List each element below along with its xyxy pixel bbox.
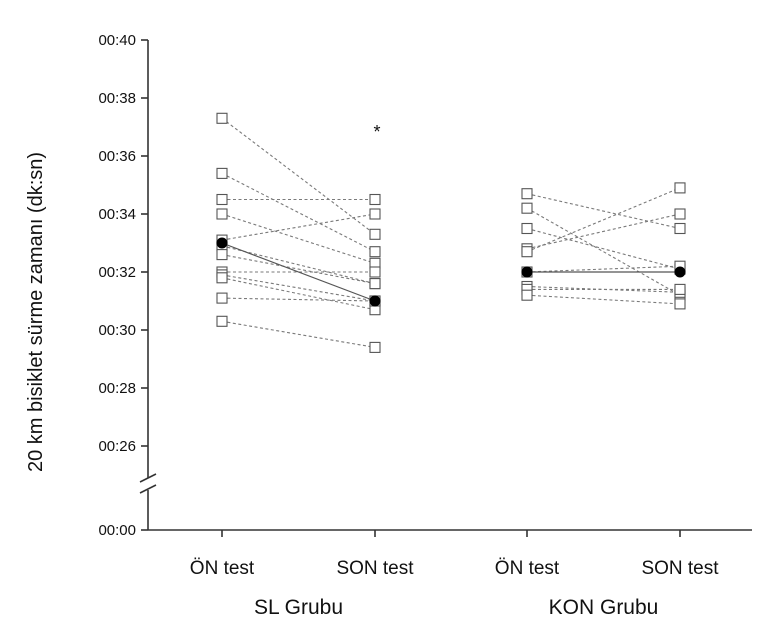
post-test-point bbox=[369, 208, 381, 220]
pre-test-point bbox=[216, 315, 228, 327]
y-tick-label: 00:40 bbox=[98, 32, 136, 49]
pre-test-mean-point bbox=[521, 266, 533, 278]
group-label: KON Grubu bbox=[549, 596, 659, 619]
pre-test-point bbox=[521, 246, 533, 258]
post-test-point bbox=[369, 266, 381, 278]
y-tick-label: 00:26 bbox=[98, 438, 136, 455]
post-test-mean-point bbox=[369, 295, 381, 307]
post-test-mean-point bbox=[674, 266, 686, 278]
axis-break-mark bbox=[139, 484, 157, 494]
individual-connector-line bbox=[526, 265, 681, 273]
y-tick-label: 00:32 bbox=[98, 264, 136, 281]
y-axis-label: 20 km bisiklet sürme zamanı (dk:sn) bbox=[25, 152, 47, 472]
pre-test-point bbox=[521, 289, 533, 301]
individual-connector-line bbox=[221, 213, 376, 264]
y-tick-label: 00:38 bbox=[98, 90, 136, 107]
individual-connector-line bbox=[221, 213, 376, 241]
post-test-point bbox=[369, 228, 381, 240]
y-tick-label: 00:00 bbox=[98, 522, 136, 539]
individual-connector-line bbox=[221, 320, 376, 348]
pre-test-point bbox=[216, 272, 228, 284]
y-tick-label: 00:36 bbox=[98, 148, 136, 165]
individual-connector-line bbox=[526, 207, 681, 296]
y-tick-label: 00:30 bbox=[98, 322, 136, 339]
individual-connector-line bbox=[526, 285, 681, 293]
mean-connector-line bbox=[221, 242, 376, 302]
pre-test-point bbox=[521, 202, 533, 214]
post-test-point bbox=[674, 208, 686, 220]
x-category-label: ÖN test bbox=[190, 558, 255, 579]
individual-connector-line bbox=[221, 277, 376, 311]
y-tick-label: 00:34 bbox=[98, 206, 136, 223]
individual-connector-line bbox=[221, 245, 376, 285]
pre-test-point bbox=[216, 167, 228, 179]
post-test-point bbox=[369, 193, 381, 206]
x-category-label: SON test bbox=[641, 558, 719, 579]
y-tick-label: 00:28 bbox=[98, 380, 136, 397]
group-label: SL Grubu bbox=[254, 596, 343, 619]
post-test-point bbox=[674, 222, 686, 235]
axis-break-mark bbox=[139, 473, 157, 483]
pre-test-point bbox=[216, 208, 228, 220]
post-test-point bbox=[369, 341, 381, 353]
pre-test-point bbox=[216, 249, 228, 261]
pre-test-point bbox=[216, 112, 228, 124]
post-test-point bbox=[674, 283, 686, 295]
individual-connector-line bbox=[526, 213, 681, 250]
individual-connector-line bbox=[526, 187, 681, 253]
individual-connector-line bbox=[221, 254, 376, 285]
pre-test-point bbox=[521, 188, 533, 200]
pre-test-point bbox=[521, 222, 533, 235]
pre-test-point bbox=[216, 292, 228, 304]
individual-connector-line bbox=[221, 172, 376, 253]
pre-test-point bbox=[216, 193, 228, 206]
pre-test-mean-point bbox=[216, 237, 228, 249]
post-test-point bbox=[674, 298, 686, 310]
individual-connector-line bbox=[526, 294, 681, 305]
individual-connector-line bbox=[221, 297, 376, 302]
x-category-label: ÖN test bbox=[495, 558, 560, 579]
x-category-label: SON test bbox=[336, 558, 414, 579]
post-test-point bbox=[369, 278, 381, 290]
individual-connector-line bbox=[221, 117, 376, 235]
post-test-point bbox=[674, 182, 686, 194]
significance-marker: * bbox=[373, 122, 380, 142]
post-test-point bbox=[369, 246, 381, 258]
individual-connector-line bbox=[526, 227, 681, 270]
individual-connector-line bbox=[221, 274, 376, 302]
individual-connector-line bbox=[526, 193, 681, 230]
